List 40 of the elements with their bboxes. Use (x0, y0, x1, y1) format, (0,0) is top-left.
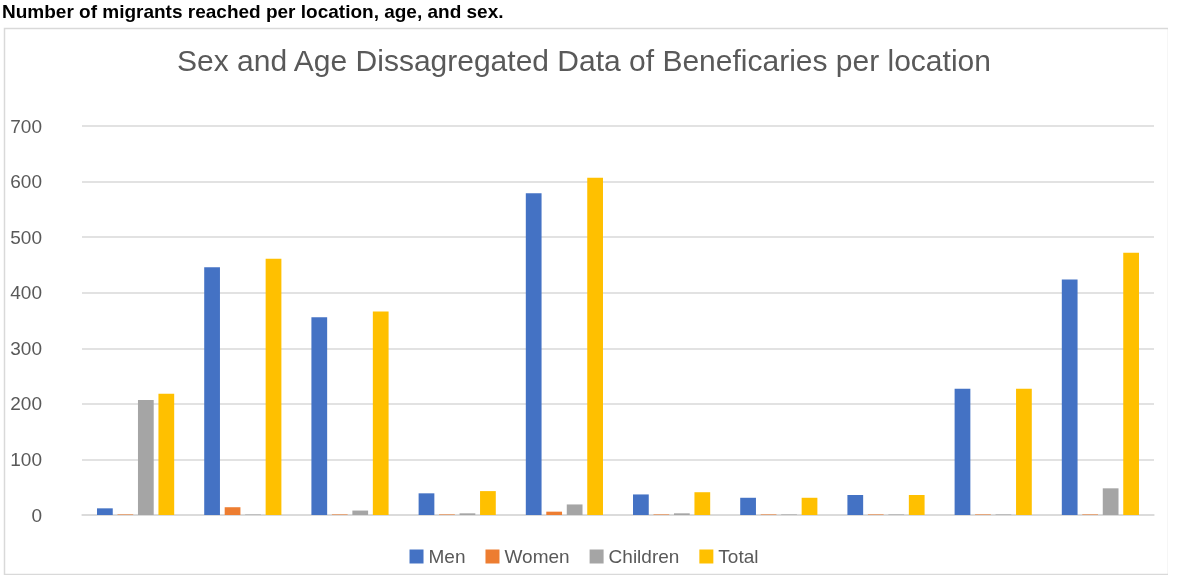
bar (566, 504, 583, 515)
bar (847, 494, 864, 515)
bar (694, 492, 711, 515)
y-tick-label: 400 (10, 282, 42, 304)
bar (480, 491, 496, 515)
bar (954, 388, 971, 515)
y-tick-label: 200 (10, 393, 42, 415)
legend-label: Men (428, 546, 466, 567)
bar (1102, 488, 1119, 515)
y-tick-label: 0 (31, 504, 42, 526)
bar (204, 267, 220, 515)
legend-label: Children (608, 546, 680, 567)
bar (740, 497, 756, 515)
bar (137, 399, 154, 515)
bar (224, 507, 241, 515)
bar (546, 511, 563, 515)
bar (908, 494, 925, 515)
chart-title: Sex and Age Dissagregated Data of Beneficaries per location (177, 43, 991, 77)
bar (1061, 279, 1078, 515)
bar (801, 497, 818, 515)
bar (1016, 388, 1032, 515)
bar (587, 177, 603, 515)
y-tick-label: 300 (10, 337, 42, 359)
bar (1123, 252, 1139, 515)
bar (352, 510, 369, 515)
y-tick-label: 500 (10, 226, 42, 248)
bar (97, 508, 113, 515)
y-tick-label: 600 (10, 171, 42, 193)
y-tick-label: 100 (10, 448, 42, 470)
text: Number of migrants reached per location, age, and sex. (2, 1, 504, 22)
bar (311, 317, 328, 515)
legend-label: Total (718, 546, 759, 567)
bar (525, 193, 542, 515)
y-tick-label: 700 (10, 115, 42, 137)
bar (265, 258, 282, 515)
legend-label: Women (504, 546, 570, 567)
bar (372, 311, 389, 515)
bar (158, 393, 175, 515)
bar (418, 493, 435, 515)
bar (633, 494, 649, 515)
